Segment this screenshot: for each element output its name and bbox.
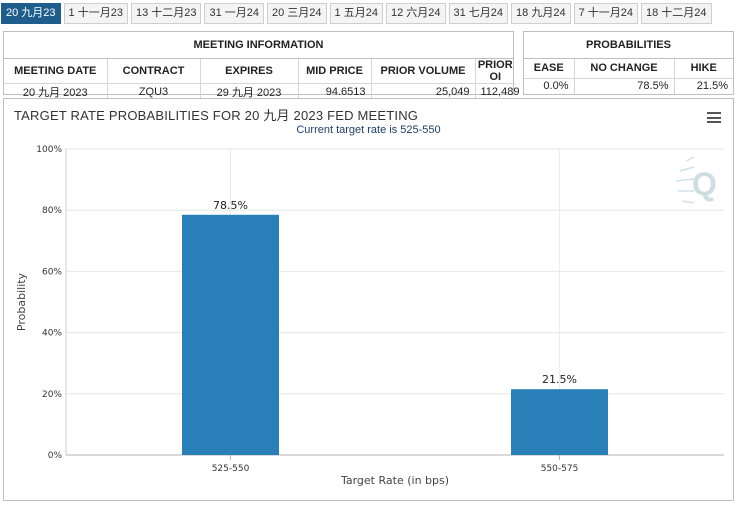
hike-value: 21.5% <box>696 80 728 93</box>
y-tick-label: 0% <box>48 451 63 461</box>
meeting-date-value: 20 九月 2023 <box>4 83 108 100</box>
chart-subtitle: Current target rate is 525-550 <box>296 124 441 136</box>
meeting-tab[interactable]: 31 一月24 <box>204 3 265 24</box>
probabilities-title: PROBABILITIES <box>524 32 733 59</box>
header-hike: HIKE <box>674 59 733 79</box>
ease-value: 0.0% <box>524 78 575 94</box>
prior-volume-value: 25,049 <box>371 83 476 100</box>
y-axis-title: Probability <box>15 272 28 331</box>
meeting-tab[interactable]: 13 十二月23 <box>130 3 202 24</box>
meeting-tab[interactable]: 18 十二月24 <box>640 3 712 24</box>
y-tick-label: 80% <box>42 206 62 216</box>
header-prior-volume: PRIOR VOLUME <box>371 59 476 84</box>
x-tick-label: 550-575 <box>541 464 579 474</box>
mid-price-value: 94.6513 <box>298 83 372 100</box>
meeting-information-data-row: 20 九月 2023 ZQU3 29 九月 2023 94.6513 25,04… <box>4 83 520 100</box>
bar-550-575[interactable] <box>511 389 608 455</box>
no-change-value: 78.5% <box>574 78 675 94</box>
meeting-tab[interactable]: 18 九月24 <box>511 3 571 24</box>
meeting-tab[interactable]: 1 十一月23 <box>63 3 128 24</box>
y-tick-label: 100% <box>36 145 62 155</box>
header-prior-oi: PRIOR OI <box>475 59 515 84</box>
meeting-information-table: MEETING DATE CONTRACT EXPIRES MID PRICE … <box>4 59 520 100</box>
y-tick-label: 40% <box>42 329 62 339</box>
x-tick-label: 525-550 <box>212 464 250 474</box>
hamburger-menu-icon[interactable] <box>707 112 721 123</box>
watermark-letter: Q <box>692 166 717 202</box>
meeting-tabs: 20 九月23 1 十一月23 13 十二月23 31 一月24 20 三月24 1 五月… <box>1 3 712 24</box>
meeting-information-title: MEETING INFORMATION <box>4 32 513 59</box>
x-axis-title: Target Rate (in bps) <box>340 474 449 487</box>
y-tick-label: 60% <box>42 267 62 277</box>
bar-525-550[interactable] <box>182 214 279 455</box>
chart-title: TARGET RATE PROBABILITIES FOR 20 九月 2023… <box>14 108 419 123</box>
probability-bar-chart: Q 0% 20% 40% 60% 80% 100% 78.5% 525-550 21.5% 550… <box>15 145 724 487</box>
quikstrike-logo-icon: Q <box>675 156 717 204</box>
meeting-tab[interactable]: 20 三月24 <box>267 3 327 24</box>
chart-panel: Q 0% 20% 40% 60% 80% 100% 78.5% 525-550 21.5% 550… <box>3 98 734 501</box>
header-meeting-date: MEETING DATE <box>4 59 108 84</box>
meeting-information-panel: MEETING INFORMATION MEETING DATE CONTRAC… <box>3 31 519 100</box>
meeting-tab[interactable]: 31 七月24 <box>448 3 509 24</box>
header-expires: EXPIRES <box>200 59 299 84</box>
header-contract: CONTRACT <box>107 59 201 84</box>
prior-oi-value: 112,489 <box>480 86 520 98</box>
probabilities-data-row: 0.0% 78.5% 21.5% <box>524 78 733 94</box>
meeting-tab[interactable]: 1 五月24 <box>329 3 383 24</box>
meeting-tab[interactable]: 12 六月24 <box>385 3 446 24</box>
bar-data-label: 21.5% <box>542 373 577 386</box>
meeting-information-header-row: MEETING DATE CONTRACT EXPIRES MID PRICE … <box>4 59 515 84</box>
header-mid-price: MID PRICE <box>298 59 372 84</box>
meeting-tab[interactable]: 7 十一月24 <box>573 3 638 24</box>
bar-data-label: 78.5% <box>213 199 248 212</box>
probabilities-table: EASE NO CHANGE HIKE 0.0% 78.5% 21.5% <box>524 59 733 94</box>
y-tick-label: 20% <box>42 390 62 400</box>
contract-value: ZQU3 <box>107 83 201 100</box>
header-no-change: NO CHANGE <box>574 59 675 79</box>
probabilities-header-row: EASE NO CHANGE HIKE <box>524 59 733 79</box>
expires-value: 29 九月 2023 <box>200 83 299 100</box>
header-ease: EASE <box>524 59 575 79</box>
meeting-tab[interactable]: 20 九月23 <box>1 3 61 24</box>
probabilities-panel: PROBABILITIES EASE NO CHANGE HIKE 0.0% 7… <box>523 31 734 95</box>
